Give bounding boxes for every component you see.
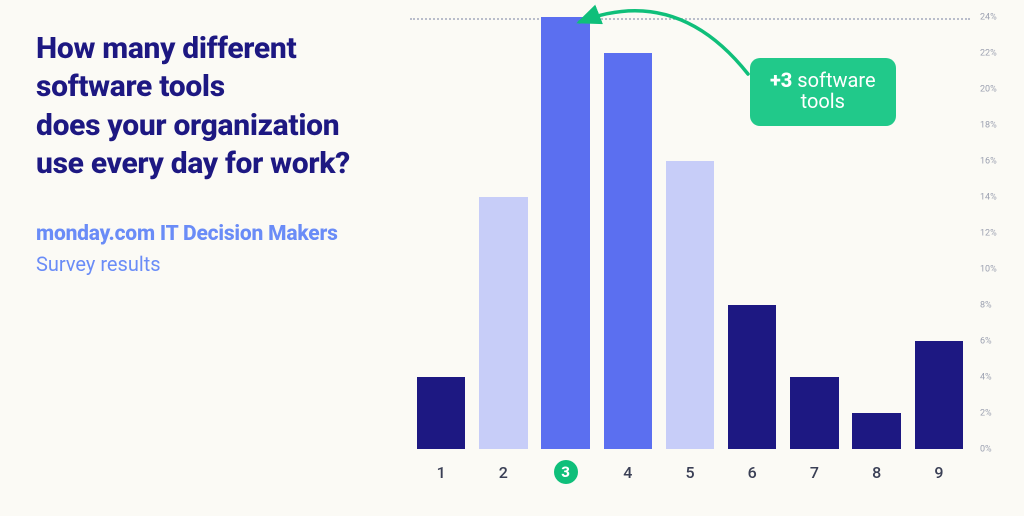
x-label-slot: 4 <box>597 458 659 486</box>
callout-line-2: tools <box>770 91 876 112</box>
x-label-highlight-badge: 3 <box>554 460 578 484</box>
chart-y-ticks: 0%2%4%6%8%10%12%14%16%18%20%22%24% <box>980 18 1014 450</box>
bar-slot <box>472 17 534 449</box>
headline-line-2: software tools <box>36 68 400 106</box>
bar <box>604 53 653 449</box>
y-tick-label: 18% <box>980 122 1014 131</box>
bar <box>728 305 777 449</box>
x-label: 2 <box>499 463 508 482</box>
bar <box>915 341 964 449</box>
bar <box>479 197 528 449</box>
chart: +3 software tools 0%2%4%6%8%10%12%14%16%… <box>410 18 1010 498</box>
x-label-slot: 1 <box>410 458 472 486</box>
y-tick-label: 4% <box>980 374 1014 383</box>
y-tick-label: 6% <box>980 338 1014 347</box>
x-label-slot: 9 <box>908 458 970 486</box>
headline: How many different software tools does y… <box>36 30 400 184</box>
x-label: 6 <box>748 463 757 482</box>
bar-slot <box>410 17 472 449</box>
y-tick-label: 14% <box>980 194 1014 203</box>
x-label: 4 <box>623 463 632 482</box>
chart-x-axis: 1 2 3 4 5 6 7 8 9 <box>410 458 970 486</box>
x-label-slot: 5 <box>659 458 721 486</box>
bar-slot <box>597 17 659 449</box>
x-label-slot: 7 <box>783 458 845 486</box>
y-tick-label: 0% <box>980 446 1014 455</box>
headline-line-3: does your organization <box>36 107 400 145</box>
x-label: 5 <box>685 463 694 482</box>
callout-bold: +3 <box>770 68 792 92</box>
callout-box: +3 software tools <box>750 58 896 126</box>
x-label: 8 <box>872 463 881 482</box>
x-label-slot: 8 <box>846 458 908 486</box>
x-label-slot: 3 <box>534 458 596 486</box>
subtitle-line-1: monday.com IT Decision Makers <box>36 222 400 246</box>
bar-slot <box>534 17 596 449</box>
y-tick-label: 24% <box>980 14 1014 23</box>
headline-line-1: How many different <box>36 30 400 68</box>
x-label: 9 <box>934 463 943 482</box>
x-label-slot: 2 <box>472 458 534 486</box>
y-tick-label: 16% <box>980 158 1014 167</box>
y-tick-label: 20% <box>980 86 1014 95</box>
subtitle-line-2: Survey results <box>36 252 400 276</box>
bar-slot <box>908 17 970 449</box>
left-text-block: How many different software tools does y… <box>0 0 400 516</box>
bar <box>666 161 715 449</box>
bar <box>541 17 590 449</box>
bar <box>417 377 466 449</box>
callout-line-1: +3 software <box>770 70 876 91</box>
y-tick-label: 8% <box>980 302 1014 311</box>
x-label-slot: 6 <box>721 458 783 486</box>
x-label: 1 <box>437 463 446 482</box>
y-tick-label: 10% <box>980 266 1014 275</box>
y-tick-label: 2% <box>980 410 1014 419</box>
y-tick-label: 12% <box>980 230 1014 239</box>
bar-slot <box>659 17 721 449</box>
bar <box>790 377 839 449</box>
page-root: How many different software tools does y… <box>0 0 1024 516</box>
headline-line-4: use every day for work? <box>36 145 400 183</box>
bar <box>852 413 901 449</box>
x-label: 7 <box>810 463 819 482</box>
y-tick-label: 22% <box>980 50 1014 59</box>
chart-plot-area: +3 software tools <box>410 18 970 450</box>
